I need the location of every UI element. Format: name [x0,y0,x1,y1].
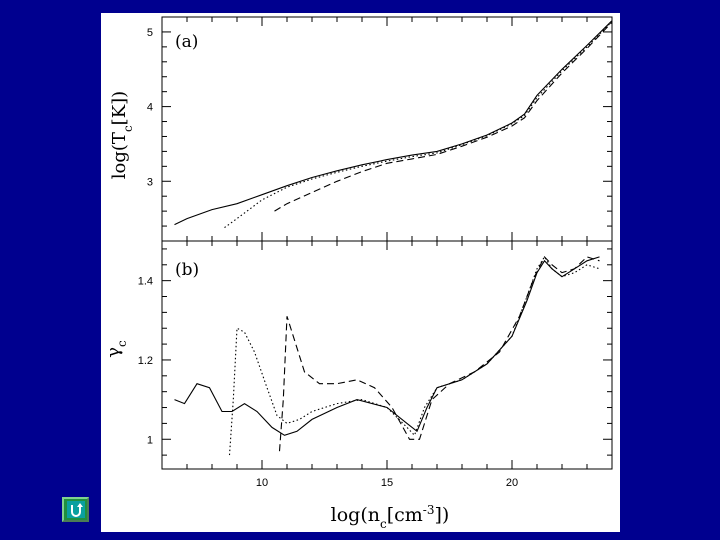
plot-frame-b [161,240,613,470]
return-arrow-icon [66,501,85,518]
return-button[interactable] [62,497,89,522]
x-axis-label: log(nc[cm-3]) [331,503,450,531]
y-axis-label-b: γc [103,340,129,358]
series-line-dashed-a [274,21,612,212]
y-tick-label-a: 4 [147,102,153,114]
series-line-solid-b [174,256,600,436]
series-line-dotted-b [228,255,600,456]
series-line-solid-a [174,20,612,226]
y-tick-label-b: 1.2 [138,355,153,367]
x-tick-label: 15 [381,477,393,489]
y-tick-label-a: 5 [147,27,153,39]
plot-panel-a: 3 4 5 [147,16,613,242]
panel-label-a: (a) [175,32,198,52]
series-line-dotted-a [224,21,612,229]
plot-frame-a [161,16,613,242]
chart-svg: 345 11.21.410 15 20 (a) (b) log(Tc[K]) γc … [103,16,613,531]
x-tick-label: 10 [256,477,268,489]
y-tick-label-b: 1.4 [138,276,153,288]
plot-panel-b: 1 1.2 1.4 10 15 20 [138,240,613,489]
y-tick-label-b: 1 [147,434,153,446]
panel-label-b: (b) [175,260,199,280]
y-tick-label-a: 3 [147,176,153,188]
x-tick-label: 20 [506,477,518,489]
y-axis-label-a: log(Tc[K]) [109,91,135,179]
series-line-dashed-b [278,255,600,452]
